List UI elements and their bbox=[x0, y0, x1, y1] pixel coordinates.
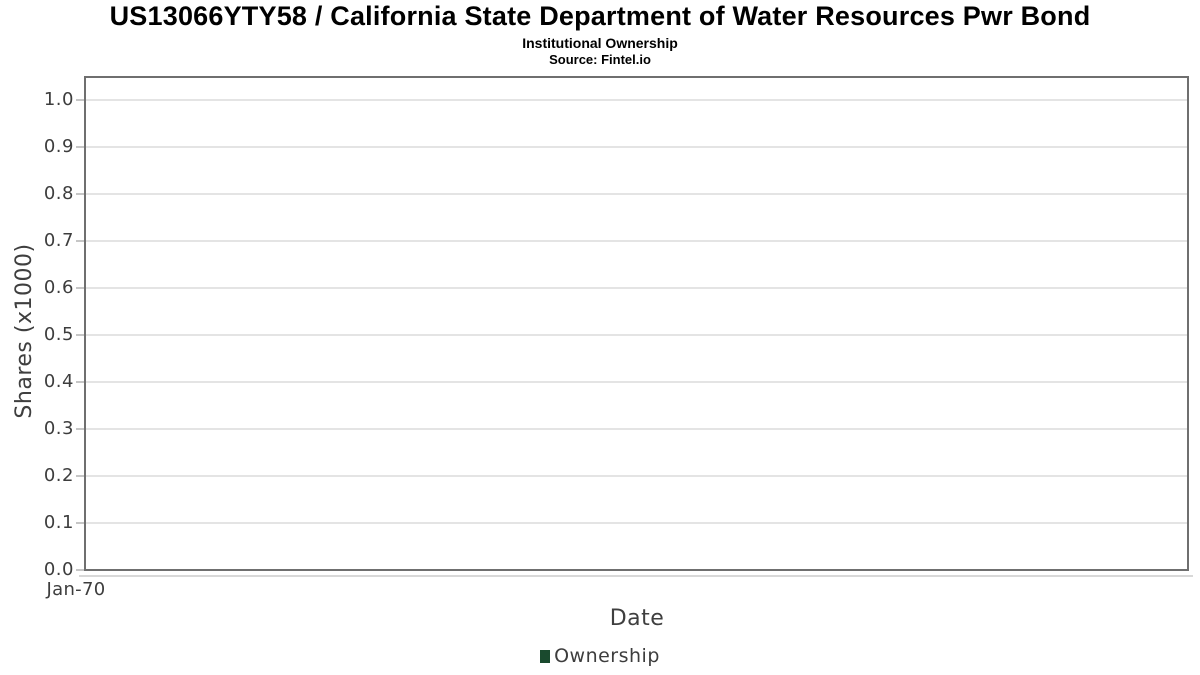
plot-area bbox=[84, 76, 1189, 571]
y-gridline bbox=[86, 381, 1187, 383]
chart-source: Source: Fintel.io bbox=[549, 52, 651, 67]
y-gridline bbox=[86, 99, 1187, 101]
x-axis-title: Date bbox=[609, 606, 665, 631]
y-tick-mark bbox=[76, 99, 84, 101]
legend-swatch bbox=[540, 650, 551, 663]
y-tick-mark bbox=[76, 240, 84, 242]
y-tick-label: 0.5 bbox=[43, 324, 74, 345]
y-tick-label: 0.9 bbox=[43, 136, 74, 157]
y-tick-mark bbox=[76, 475, 84, 477]
y-tick-label: 0.6 bbox=[43, 277, 74, 298]
y-tick-label: 0.8 bbox=[43, 183, 74, 204]
y-gridline bbox=[86, 475, 1187, 477]
y-gridline bbox=[86, 522, 1187, 524]
y-tick-mark bbox=[76, 569, 84, 571]
y-gridline bbox=[86, 240, 1187, 242]
legend-item-ownership[interactable]: Ownership bbox=[540, 645, 660, 667]
y-tick-mark bbox=[76, 522, 84, 524]
y-tick-label: 1.0 bbox=[43, 89, 74, 110]
legend: Ownership bbox=[0, 645, 1200, 667]
y-tick-label: 0.0 bbox=[43, 559, 74, 580]
y-tick-label: 0.7 bbox=[43, 230, 74, 251]
y-tick-label: 0.1 bbox=[43, 512, 74, 533]
legend-label: Ownership bbox=[554, 645, 660, 667]
y-tick-label: 0.3 bbox=[43, 418, 74, 439]
x-axis-line bbox=[79, 575, 1193, 577]
y-tick-label: 0.4 bbox=[43, 371, 74, 392]
y-tick-mark bbox=[76, 381, 84, 383]
y-gridline bbox=[86, 428, 1187, 430]
y-tick-mark bbox=[76, 334, 84, 336]
y-tick-mark bbox=[76, 287, 84, 289]
y-tick-mark bbox=[76, 193, 84, 195]
y-tick-label: 0.2 bbox=[43, 465, 74, 486]
y-gridline bbox=[86, 193, 1187, 195]
y-tick-mark bbox=[76, 428, 84, 430]
y-gridline bbox=[86, 146, 1187, 148]
y-axis-title: Shares (x1000) bbox=[12, 243, 37, 419]
x-tick-label: Jan-70 bbox=[46, 579, 106, 600]
y-gridline bbox=[86, 334, 1187, 336]
y-gridline bbox=[86, 287, 1187, 289]
y-tick-mark bbox=[76, 146, 84, 148]
chart-subtitle: Institutional Ownership bbox=[522, 35, 678, 51]
chart-title: US13066YTY58 / California State Departme… bbox=[109, 1, 1091, 31]
